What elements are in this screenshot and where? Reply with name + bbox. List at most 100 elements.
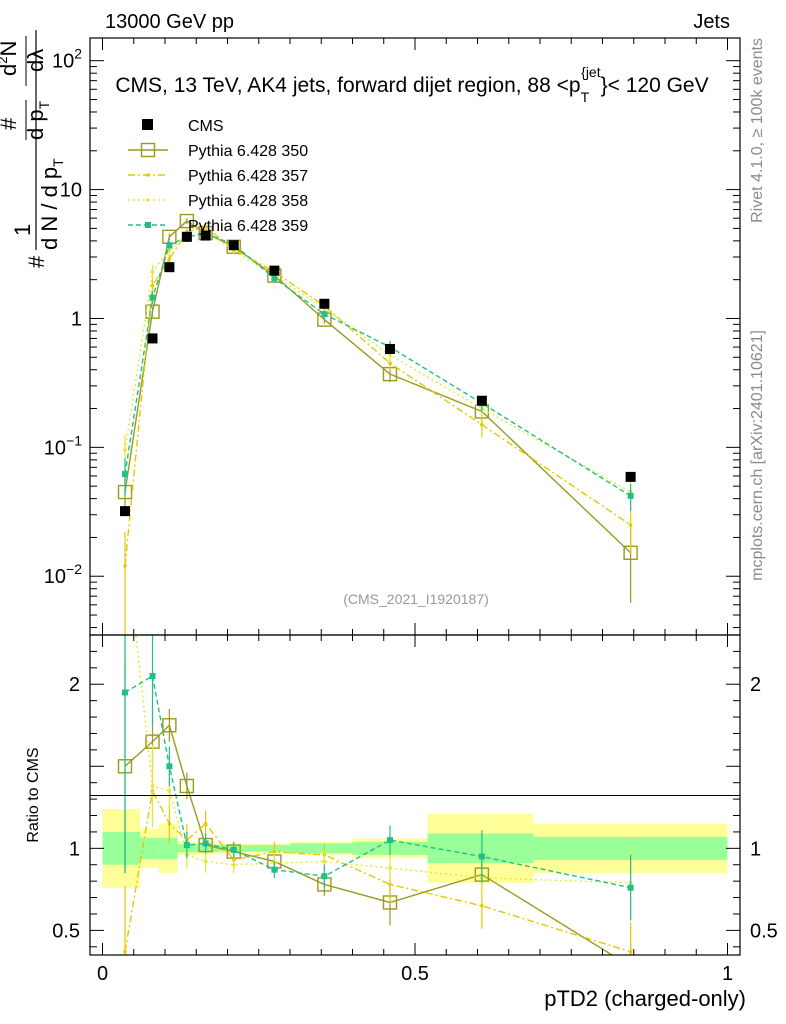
series-point-ratio (149, 673, 156, 680)
y-tick-label-main: 1 (71, 308, 82, 330)
series-point-main (628, 523, 633, 527)
cms-data-point (164, 262, 175, 273)
series-line-main-1 (124, 226, 632, 567)
series-point-ratio (627, 884, 634, 891)
ylabel-dl: dλ (23, 49, 48, 72)
series-point-main (166, 242, 173, 249)
svg-text:d pT: d pT (23, 100, 52, 140)
ylabel-d2n-sup: 2 (0, 57, 10, 64)
y-tick-exp: 2 (74, 46, 82, 62)
plot-title: CMS, 13 TeV, AK4 jets, forward dijet reg… (115, 64, 708, 105)
series-point-main (179, 213, 195, 229)
cms-data-point (625, 471, 636, 482)
ylabel-mid: d p (23, 109, 48, 140)
series-point-ratio (628, 949, 633, 954)
ylabel-den: d N / d p (37, 167, 62, 250)
ylabel-den-sub: T (50, 158, 66, 167)
y-tick-label-main: 10−1 (44, 432, 82, 459)
y-tick-label-ratio-left: 0.5 (52, 920, 80, 942)
series-point-ratio (480, 903, 484, 908)
svg-text:d N / d pT: d N / d pT (37, 158, 66, 250)
svg-text:d2N: d2N (0, 41, 21, 76)
ylabel-one: 1 (10, 224, 35, 236)
series-point-main (123, 564, 127, 568)
category-label: Jets (693, 11, 730, 33)
series-point-main (388, 361, 392, 365)
ylabel-hash: # (24, 255, 49, 268)
series-point-ratio (179, 778, 195, 794)
legend-series-marker (146, 198, 150, 202)
x-tick-label: 0 (97, 963, 108, 985)
legend-series-label: Pythia 6.428 350 (188, 143, 308, 160)
title-after: }< 120 GeV (601, 74, 709, 97)
series-point-main (627, 492, 634, 499)
ylabel-mid-sub: T (36, 100, 52, 109)
series-point-ratio (230, 846, 237, 853)
legend-cms-marker (142, 119, 153, 130)
y-tick-exp: −1 (66, 432, 82, 448)
series-point-main (321, 311, 328, 318)
rivet-version-label: Rivet 4.1.0, ≥ 100k events (749, 38, 766, 223)
series-point-ratio (183, 842, 190, 849)
series-point-ratio (167, 789, 172, 793)
series-point-ratio (478, 853, 485, 860)
series-point-ratio (321, 873, 328, 880)
ylabel-d2n-tail: N (0, 41, 21, 57)
series-point-ratio (123, 949, 127, 954)
x-tick-label: 1 (722, 963, 733, 985)
series-point-ratio (167, 821, 172, 826)
legend-series-marker (146, 173, 150, 177)
band-green-bin (252, 845, 290, 852)
series-point-ratio (272, 849, 277, 854)
legend-series-label: Pythia 6.428 359 (188, 218, 308, 235)
cms-data-point (476, 395, 487, 406)
series-point-main (123, 448, 127, 453)
main-plot-series (117, 213, 638, 635)
legend-series-label: Pythia 6.428 357 (188, 168, 308, 185)
series-point-ratio (166, 763, 173, 770)
y-tick-label-ratio-left: 1 (69, 838, 80, 860)
ratio-y-axis-label: Ratio to CMS (25, 747, 42, 842)
y-tick-base: 10 (52, 51, 74, 73)
cms-data-point (269, 265, 280, 276)
series-point-main (271, 275, 278, 282)
series-point-main (122, 471, 128, 478)
ylabel-d2n: d (0, 64, 21, 76)
series-point-main (149, 294, 156, 301)
legend-series-marker (140, 142, 156, 158)
cms-data-point (147, 333, 158, 344)
series-point-ratio (150, 784, 155, 788)
legend: CMS Pythia 6.428 350 Pythia 6.428 357 Pythi… (128, 118, 308, 235)
y-tick-label-ratio-left: 2 (69, 674, 80, 696)
band-green-bin (290, 843, 353, 854)
band-green-bin (102, 831, 140, 865)
y-tick-label-ratio-right: 1 (750, 838, 761, 860)
series-point-main (150, 270, 155, 274)
cms-data-point (228, 240, 239, 251)
y-tick-exp: −2 (66, 561, 82, 577)
series-line-main-2 (124, 229, 631, 493)
energy-label: 13000 GeV pp (105, 11, 234, 33)
series-point-main (167, 257, 172, 261)
series-point-ratio (387, 837, 393, 844)
series-point-main (150, 283, 155, 288)
title-sup: {jet (581, 64, 601, 80)
y-tick-label-main: 102 (52, 46, 82, 73)
y-tick-label-main: 10−2 (44, 561, 82, 588)
y-tick-label-main: 10 (60, 180, 82, 202)
series-point-ratio (162, 718, 177, 733)
cms-data-point (181, 231, 192, 242)
ratio-plot-series (117, 635, 634, 955)
y-tick-label-ratio-right: 2 (750, 674, 761, 696)
series-point-main (480, 422, 484, 427)
band-green-bin (140, 837, 159, 859)
series-point-main (167, 248, 172, 252)
cms-data-point (200, 230, 211, 241)
analysis-watermark: (CMS_2021_I1920187) (343, 591, 489, 607)
ratio-uncertainty-bands (102, 808, 728, 888)
series-point-ratio (322, 859, 327, 864)
band-green-bin (158, 837, 178, 859)
series-point-ratio (203, 821, 208, 826)
x-tick-label: 0.5 (401, 963, 429, 985)
